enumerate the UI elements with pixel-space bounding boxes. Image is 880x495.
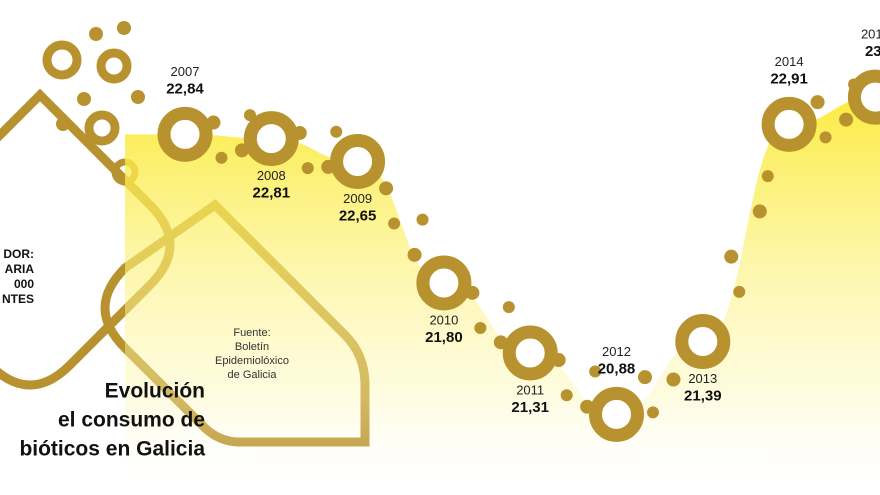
category-label: 2014 xyxy=(775,54,804,69)
dot xyxy=(379,181,394,196)
dot xyxy=(215,151,228,164)
ring xyxy=(847,69,880,125)
value-label: 22,84 xyxy=(166,80,204,97)
category-label: 2008 xyxy=(257,168,286,183)
ring xyxy=(243,111,299,167)
title-line: el consumo de xyxy=(58,409,205,432)
value-label: 22,65 xyxy=(339,207,377,224)
dot xyxy=(301,162,314,175)
note-line: 000 xyxy=(14,277,34,291)
ring xyxy=(416,255,472,311)
title-line: Evolución xyxy=(105,380,205,403)
dot xyxy=(637,370,652,385)
dot xyxy=(330,125,343,138)
ring xyxy=(761,96,817,152)
category-label: 2012 xyxy=(602,344,631,359)
dot xyxy=(839,112,854,127)
dot xyxy=(819,131,832,144)
ring xyxy=(589,386,644,442)
dot xyxy=(117,21,131,35)
ring xyxy=(330,133,386,189)
dot xyxy=(388,217,401,230)
dot xyxy=(733,285,746,298)
area xyxy=(125,97,880,495)
title: Evolución el consumo de bióticos en Gali… xyxy=(19,380,205,461)
category-label: 2010 xyxy=(429,312,458,327)
value-label: 23, xyxy=(865,43,880,60)
ring xyxy=(96,48,132,84)
value-label: 20,88 xyxy=(598,360,636,377)
category-label: 2009 xyxy=(343,191,372,206)
dot xyxy=(666,372,681,387)
note-line: DOR: xyxy=(3,247,34,261)
value-label: 21,80 xyxy=(425,329,463,346)
dot xyxy=(761,170,774,183)
dot xyxy=(560,389,573,402)
source-line: Fuente: xyxy=(233,327,270,339)
value-label: 22,91 xyxy=(770,70,808,87)
dot xyxy=(810,95,825,110)
source-line: Epidemiolóxico xyxy=(215,355,289,367)
decoration-dots xyxy=(56,21,145,131)
category-label: 2007 xyxy=(171,64,200,79)
source-line: de Galicia xyxy=(228,369,278,381)
note-line: NTES xyxy=(2,292,34,306)
category-label: 2011 xyxy=(516,382,544,397)
category-label: 2015 xyxy=(861,27,880,42)
value-label: 22,81 xyxy=(253,185,291,202)
dot xyxy=(474,322,487,335)
dot xyxy=(752,204,767,219)
dot xyxy=(131,90,145,104)
dot xyxy=(56,117,70,131)
value-label: 21,31 xyxy=(511,399,549,416)
note: DOR: ARIA 000 NTES xyxy=(2,247,34,306)
dot xyxy=(646,406,659,419)
dot xyxy=(407,247,422,262)
source: Fuente: Boletín Epidemiolóxico de Galici… xyxy=(215,327,289,381)
value-label: 21,39 xyxy=(684,387,722,404)
dot xyxy=(502,301,515,314)
ring xyxy=(42,40,82,80)
source-line: Boletín xyxy=(235,341,269,353)
ring xyxy=(84,110,120,146)
category-label: 2013 xyxy=(688,371,717,386)
dot xyxy=(589,365,602,378)
dot xyxy=(724,249,739,264)
title-line: bióticos en Galicia xyxy=(19,438,205,461)
ring xyxy=(502,325,558,381)
dot xyxy=(77,92,91,106)
note-line: ARIA xyxy=(5,262,35,276)
ring xyxy=(157,106,213,162)
dot xyxy=(416,213,429,226)
ring xyxy=(675,314,731,370)
dot xyxy=(89,27,103,41)
